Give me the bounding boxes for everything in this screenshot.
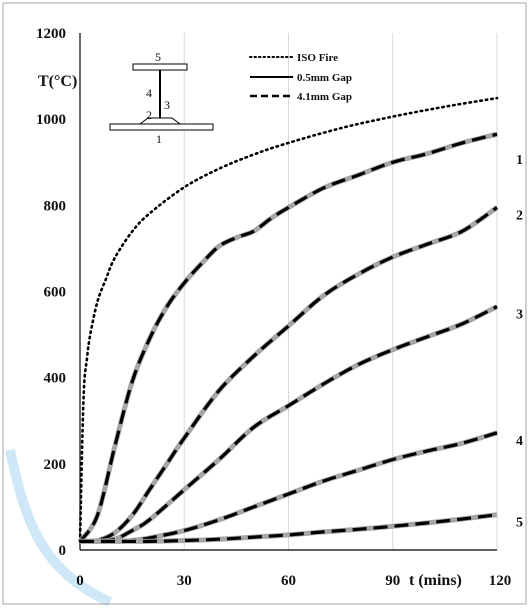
y-tick-labels: 0 200 400 600 800 1000 1200 bbox=[36, 26, 66, 559]
y-tick-label: 0 bbox=[59, 543, 67, 559]
curve-label-4: 4 bbox=[516, 434, 523, 449]
beam-point-3: 3 bbox=[164, 98, 170, 112]
curve-label-1: 1 bbox=[516, 153, 523, 168]
curve-label-5: 5 bbox=[516, 516, 523, 531]
curve-label-3: 3 bbox=[516, 308, 523, 323]
legend-label-iso: ISO Fire bbox=[297, 52, 338, 64]
y-tick-label: 600 bbox=[44, 285, 67, 301]
series-iso-fire bbox=[78, 96, 499, 543]
x-tick-label: 0 bbox=[76, 573, 84, 589]
legend-label-gap41: 4.1mm Gap bbox=[297, 91, 352, 103]
x-axis-title: t (mins) bbox=[409, 572, 462, 589]
series-4.1mm-gap-curve-3 bbox=[79, 305, 498, 544]
y-tick-label: 1000 bbox=[36, 112, 66, 128]
x-tick-label: 30 bbox=[177, 573, 192, 589]
y-tick-label: 400 bbox=[44, 371, 67, 387]
decorative-page-edge bbox=[5, 448, 113, 607]
beam-cross-section-icon: 5 4 3 2 1 bbox=[109, 50, 214, 146]
y-tick-label: 800 bbox=[44, 198, 67, 214]
y-tick-label: 200 bbox=[44, 457, 67, 473]
series-4.1mm-gap-curve-2 bbox=[79, 206, 498, 544]
y-axis-title: T(°C) bbox=[38, 73, 77, 90]
grid-lines bbox=[183, 33, 498, 550]
legend: ISO Fire 0.5mm Gap 4.1mm Gap bbox=[249, 52, 352, 103]
series-4.1mm-gap-curve-5 bbox=[80, 513, 498, 544]
beam-point-5: 5 bbox=[155, 50, 161, 64]
beam-bottom-plate bbox=[139, 117, 181, 125]
beam-top-flange bbox=[132, 63, 188, 71]
y-tick-label: 1200 bbox=[36, 26, 66, 42]
beam-bottom-flange bbox=[109, 123, 214, 131]
plot-frame bbox=[2, 2, 527, 605]
beam-point-2: 2 bbox=[146, 108, 152, 122]
curve-labels: 1 2 3 4 5 bbox=[516, 153, 523, 530]
x-tick-label: 90 bbox=[385, 573, 400, 589]
x-tick-labels: 0 30 60 90 120 bbox=[76, 573, 511, 589]
beam-point-1: 1 bbox=[156, 132, 162, 146]
legend-label-gap05: 0.5mm Gap bbox=[297, 72, 352, 84]
series-curves bbox=[77, 96, 499, 545]
series-4.1mm-gap-curve-1 bbox=[78, 132, 498, 543]
curve-label-2: 2 bbox=[516, 208, 523, 223]
x-tick-label: 60 bbox=[281, 573, 296, 589]
beam-point-4: 4 bbox=[146, 86, 152, 100]
series-4.1mm-gap-curve-4 bbox=[80, 431, 498, 544]
x-tick-label: 120 bbox=[489, 573, 512, 589]
